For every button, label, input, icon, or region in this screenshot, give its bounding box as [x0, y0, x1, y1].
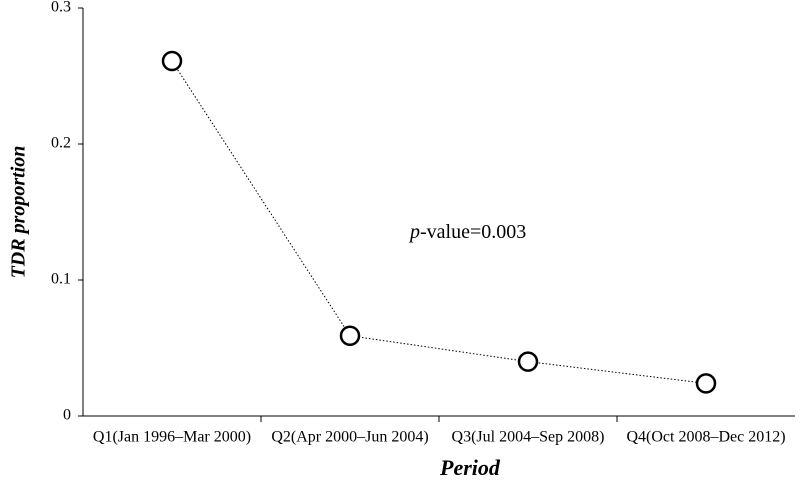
point-marker [695, 373, 717, 394]
y-axis-title: TDR proportion [8, 146, 30, 279]
x-tick-label: Q1(Jan 1996–Mar 2000) [93, 429, 251, 446]
annotation: p-value=0.003 [408, 221, 526, 243]
annotation-text: -value=0.003 [420, 221, 526, 243]
series-line [171, 60, 707, 384]
y-tick-label: 0.3 [51, 0, 71, 16]
x-tick-label: Q4(Oct 2008–Dec 2012) [626, 429, 785, 446]
y-tick-label: 0.1 [51, 271, 71, 288]
y-tick-label: 0 [63, 407, 71, 424]
point-marker [161, 50, 183, 72]
x-axis-title: Period [439, 455, 501, 480]
point-marker [339, 325, 361, 347]
point-marker [517, 351, 539, 372]
annotation-italic: p [408, 221, 420, 243]
x-tick-label: Q3(Jul 2004–Sep 2008) [452, 429, 605, 446]
x-tick-label: Q2(Apr 2000–Jun 2004) [271, 429, 428, 446]
y-tick-label: 0.2 [51, 135, 71, 152]
